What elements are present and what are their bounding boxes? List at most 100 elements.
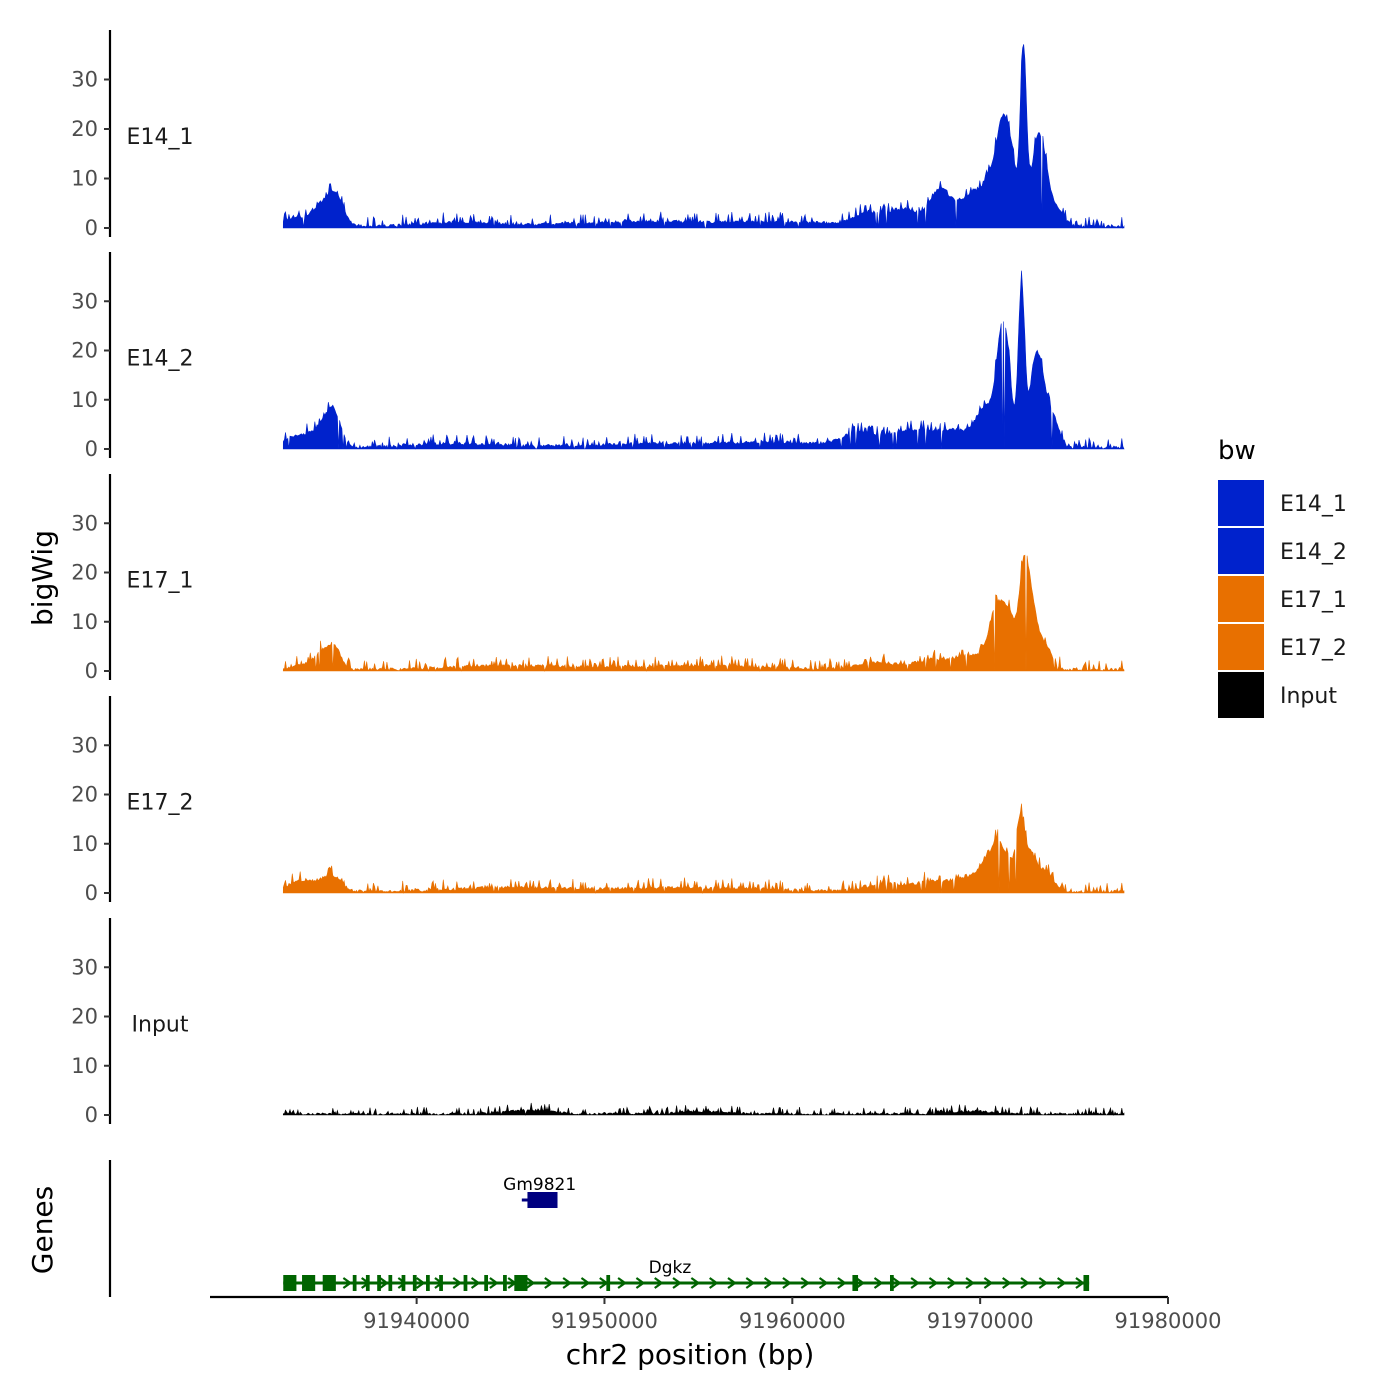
- strand-arrow: [1020, 1277, 1030, 1289]
- y-tick-label: 0: [85, 437, 98, 461]
- strand-arrow: [947, 1277, 957, 1289]
- legend-label: E14_1: [1280, 492, 1347, 517]
- strand-arrow: [1002, 1277, 1012, 1289]
- strand-arrow: [892, 1277, 902, 1289]
- y-tick-label: 30: [71, 955, 98, 979]
- gene-exon: [322, 1275, 336, 1291]
- strand-arrow: [745, 1277, 756, 1289]
- signal-area: [282, 44, 1125, 229]
- legend-key: [1218, 528, 1264, 574]
- y-tick-label: 20: [71, 117, 98, 141]
- strand-arrow: [379, 1277, 389, 1289]
- legend-label: E17_2: [1280, 636, 1347, 661]
- track-label: E14_1: [127, 125, 194, 150]
- strand-arrow: [727, 1277, 737, 1289]
- gene-exon: [412, 1275, 417, 1291]
- gene-dgkz: Dgkz: [283, 1258, 1090, 1291]
- gene-exon: [606, 1275, 611, 1291]
- y-tick-label: 10: [71, 167, 98, 191]
- gene-exon: [503, 1275, 507, 1291]
- y-tick-label: 20: [71, 783, 98, 807]
- strand-arrow: [983, 1277, 994, 1289]
- gene-name-label: Dgkz: [649, 1258, 692, 1278]
- gene-exon: [401, 1275, 406, 1291]
- strand-arrow: [562, 1277, 573, 1289]
- signal-area: [282, 803, 1125, 894]
- track-e17-1: 0 10 20 30 E17_1: [71, 474, 1125, 683]
- strand-arrow: [763, 1277, 774, 1289]
- legend-key: [1218, 480, 1264, 526]
- y-tick-label: 20: [71, 1005, 98, 1029]
- x-tick-label: 91940000: [363, 1309, 470, 1333]
- strand-arrow: [873, 1277, 884, 1289]
- x-tick-label: 91950000: [551, 1309, 658, 1333]
- y-tick-label: 0: [85, 1103, 98, 1127]
- gene-exon: [1083, 1275, 1090, 1291]
- legend-label: E17_1: [1280, 588, 1347, 613]
- strand-arrow: [544, 1277, 554, 1289]
- y-axis-title: bigWig: [26, 530, 59, 626]
- track-label: E14_2: [127, 347, 194, 372]
- y-tick-label: 30: [71, 733, 98, 757]
- strand-arrow: [855, 1277, 866, 1289]
- legend-key: [1218, 672, 1264, 718]
- x-tick-label: 91970000: [927, 1309, 1034, 1333]
- gene-exon: [527, 1192, 558, 1208]
- y-tick-label: 30: [71, 289, 98, 313]
- legend-key: [1218, 624, 1264, 670]
- gene-exon: [283, 1275, 297, 1291]
- strand-arrow: [525, 1277, 536, 1289]
- gene-exon: [352, 1275, 357, 1291]
- strand-arrow: [654, 1277, 664, 1289]
- y-tick-label: 0: [85, 659, 98, 683]
- strand-arrow: [672, 1277, 682, 1289]
- gene-exon: [889, 1275, 894, 1291]
- legend-key: [1218, 576, 1264, 622]
- x-axis: 91940000 91950000 91960000 91970000 91980000: [210, 1295, 1222, 1333]
- strand-arrow: [965, 1277, 975, 1289]
- y-tick-label: 20: [71, 561, 98, 585]
- signal-area: [282, 1102, 1125, 1117]
- signal-area: [282, 554, 1125, 672]
- strand-arrow: [782, 1277, 792, 1289]
- gene-exon: [377, 1275, 381, 1291]
- strand-arrow: [800, 1277, 811, 1289]
- genes-panel-title: Genes: [26, 1186, 59, 1274]
- y-tick-label: 0: [85, 216, 98, 240]
- strand-arrow: [470, 1277, 481, 1289]
- strand-arrow: [342, 1277, 353, 1289]
- y-tick-label: 20: [71, 339, 98, 363]
- track-label: E17_1: [127, 569, 194, 594]
- gene-exon: [852, 1275, 859, 1291]
- y-tick-label: 10: [71, 610, 98, 634]
- y-tick-label: 30: [71, 511, 98, 535]
- strand-arrow: [1038, 1277, 1049, 1289]
- strand-arrow: [928, 1277, 939, 1289]
- gene-name-label: Gm9821: [503, 1175, 576, 1195]
- strand-arrow: [415, 1277, 426, 1289]
- track-e14-1: 0 10 20 30 E14_1: [71, 30, 1125, 240]
- gene-exon: [388, 1275, 393, 1291]
- x-tick-label: 91980000: [1115, 1309, 1222, 1333]
- y-tick-label: 10: [71, 832, 98, 856]
- track-label: Input: [132, 1013, 189, 1038]
- strand-arrow: [1056, 1277, 1067, 1289]
- x-axis-title: chr2 position (bp): [566, 1338, 815, 1371]
- legend-label: E14_2: [1280, 540, 1347, 565]
- strand-arrow: [635, 1277, 646, 1289]
- legend-title: bw: [1218, 436, 1256, 466]
- strand-arrow: [580, 1277, 591, 1289]
- gene-gm9821: Gm9821: [503, 1175, 576, 1208]
- gene-exon: [426, 1275, 430, 1291]
- x-tick-label: 91960000: [739, 1309, 846, 1333]
- gene-exon: [514, 1275, 528, 1291]
- legend-label: Input: [1280, 684, 1337, 709]
- strand-arrow: [617, 1277, 627, 1289]
- strand-arrow: [818, 1277, 829, 1289]
- gene-exon: [365, 1275, 370, 1291]
- legend: bw E14_1 E14_2 E17_1 E17_2 Input: [1218, 436, 1347, 718]
- strand-arrow: [489, 1277, 499, 1289]
- signal-area: [282, 270, 1125, 450]
- strand-arrow: [690, 1277, 701, 1289]
- gene-exon: [484, 1275, 489, 1291]
